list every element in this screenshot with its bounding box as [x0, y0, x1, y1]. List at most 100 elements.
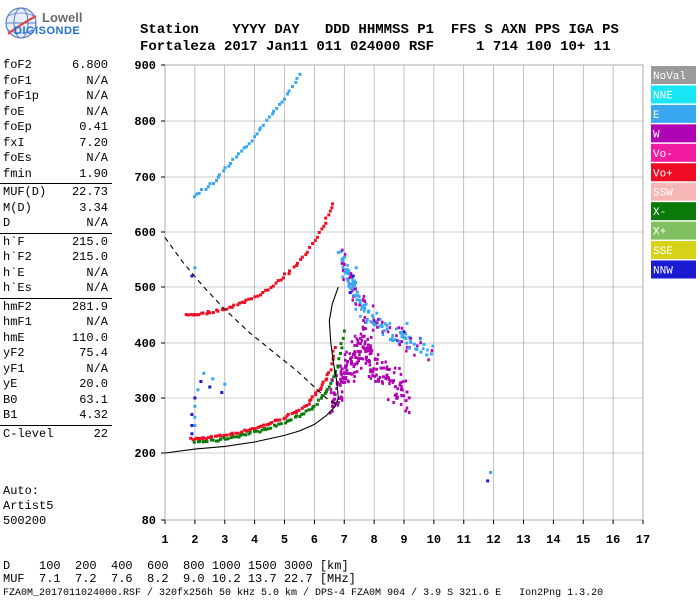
- echo-point: [351, 298, 354, 302]
- echo-point: [354, 302, 358, 306]
- echo-point: [288, 269, 291, 273]
- echo-point: [201, 311, 205, 315]
- param-value: 0.41: [79, 120, 108, 134]
- echo-point: [342, 262, 346, 266]
- y-tick-label: 800: [134, 115, 156, 129]
- echo-point: [230, 305, 234, 309]
- legend-swatch: [651, 143, 696, 162]
- echo-point: [295, 261, 299, 265]
- y-tick-label: 400: [134, 337, 156, 351]
- d-distance-row: D 100 200 400 600 800 1000 1500 3000 [km…: [3, 559, 349, 573]
- x-tick-label: 6: [311, 533, 318, 547]
- echo-point: [331, 399, 335, 403]
- echo-point: [259, 293, 263, 297]
- echo-point: [243, 301, 247, 304]
- echo-point: [363, 315, 367, 319]
- x-tick-label: 17: [636, 533, 650, 547]
- echo-point: [370, 348, 374, 352]
- profile-curve: [328, 286, 339, 399]
- echo-point: [338, 382, 342, 386]
- echo-point: [385, 367, 388, 371]
- param-row: yF1 N/A: [0, 362, 112, 378]
- echo-point: [367, 309, 371, 313]
- echo-point: [386, 376, 390, 380]
- echo-point: [342, 371, 346, 375]
- echo-point: [363, 346, 367, 350]
- echo-point: [215, 178, 218, 182]
- param-name: hmF2: [3, 299, 32, 314]
- echo-point: [388, 379, 392, 383]
- echo-point: [363, 303, 367, 307]
- echo-point: [244, 433, 248, 437]
- echo-point: [357, 359, 360, 362]
- echo-point: [322, 224, 326, 228]
- echo-point: [246, 428, 250, 432]
- echo-point: [349, 359, 353, 363]
- echo-point: [354, 281, 358, 285]
- echo-point: [255, 429, 259, 433]
- echo-point: [249, 427, 252, 431]
- echo-point: [331, 202, 334, 206]
- echo-point: [223, 166, 227, 170]
- echo-point: [350, 361, 354, 365]
- echo-point: [189, 313, 193, 316]
- echo-point: [353, 370, 356, 374]
- echo-point: [235, 155, 239, 159]
- echo-point: [365, 320, 368, 324]
- echo-point: [405, 349, 408, 353]
- echo-point: [236, 152, 240, 156]
- param-value: 215.0: [71, 234, 108, 249]
- echo-point: [264, 428, 267, 432]
- echo-point: [186, 313, 190, 317]
- echo-point: [395, 334, 398, 338]
- echo-point: [191, 313, 195, 317]
- echo-point: [328, 209, 332, 213]
- echo-point: [364, 357, 368, 361]
- echo-point: [380, 325, 384, 329]
- param-row: hmE 110.0: [0, 331, 112, 347]
- echo-point: [290, 412, 294, 415]
- echo-points: [184, 72, 493, 483]
- echo-point: [351, 287, 354, 291]
- echo-point: [353, 293, 357, 297]
- echo-point: [403, 336, 407, 340]
- echo-point: [425, 353, 429, 357]
- echo-point: [216, 175, 220, 179]
- echo-point: [356, 339, 360, 343]
- echo-point: [348, 276, 351, 280]
- echo-point: [308, 245, 312, 249]
- echo-point: [422, 343, 426, 346]
- echo-point: [315, 235, 319, 239]
- legend-label: Vo-: [653, 149, 673, 161]
- echo-point: [361, 325, 365, 329]
- echo-point: [359, 314, 362, 318]
- echo-point: [340, 396, 344, 400]
- echo-point: [348, 372, 352, 375]
- logo-lowell: Lowell: [42, 10, 83, 25]
- echo-point: [373, 357, 377, 361]
- param-value: 63.1: [79, 392, 108, 407]
- echo-point: [344, 270, 348, 274]
- echo-point: [253, 295, 257, 299]
- echo-point: [328, 411, 332, 415]
- y-tick-label: 500: [134, 281, 156, 295]
- echo-point: [324, 216, 328, 220]
- echo-point: [264, 288, 268, 292]
- echo-point: [343, 255, 347, 259]
- echo-point: [189, 436, 193, 440]
- echo-point: [313, 239, 317, 243]
- artist-code: 500200: [3, 514, 47, 528]
- echo-point: [276, 279, 280, 283]
- echo-point: [266, 423, 270, 426]
- echo-point: [381, 361, 384, 364]
- echo-point: [184, 313, 188, 316]
- echo-point: [276, 418, 279, 422]
- echo-point: [266, 427, 270, 431]
- echo-point: [261, 291, 265, 294]
- echo-point: [413, 353, 416, 357]
- param-name: h`Es: [3, 281, 32, 295]
- echo-point: [258, 425, 262, 428]
- echo-point: [320, 383, 324, 387]
- logo-digisonde: DIGISONDE: [14, 25, 81, 37]
- param-name: yE: [3, 377, 18, 391]
